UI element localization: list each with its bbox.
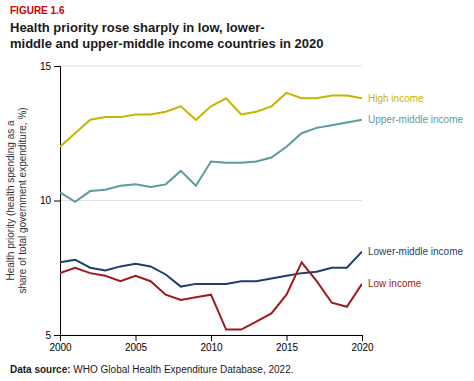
tick-mark bbox=[136, 335, 137, 341]
series-label: Upper-middle income bbox=[368, 114, 463, 125]
series-label: High income bbox=[368, 93, 424, 104]
tick-label: 2015 bbox=[276, 342, 299, 353]
axis-domain bbox=[61, 336, 363, 342]
y-axis-label-line: share of total government expenditure, %… bbox=[17, 107, 28, 293]
line bbox=[60, 262, 362, 329]
tick-mark bbox=[54, 66, 60, 67]
tick: 2000 bbox=[49, 335, 72, 353]
chart: FIGURE 1.6 Health priority rose sharply i… bbox=[0, 0, 474, 381]
line bbox=[60, 120, 362, 202]
tick-label: 15 bbox=[40, 61, 52, 72]
title-line: middle and upper-middle income countries… bbox=[10, 36, 324, 51]
grid bbox=[60, 66, 362, 335]
tick: 10 bbox=[40, 195, 60, 206]
source: Data source: WHO Global Health Expenditu… bbox=[10, 364, 293, 375]
tick: 2005 bbox=[125, 335, 148, 353]
axis-domain bbox=[54, 67, 61, 336]
source-rest: WHO Global Health Expenditure Database, … bbox=[71, 364, 294, 375]
tick: 2015 bbox=[276, 335, 299, 353]
plot: 2000 2005 2010 2015 2020 5 10 15 High income Uppe… bbox=[40, 61, 464, 353]
y-axis-label-line: Health priority (health spending as a bbox=[5, 120, 16, 281]
line bbox=[60, 93, 362, 147]
tick-label: 2020 bbox=[351, 342, 374, 353]
tick: 5 bbox=[45, 330, 60, 341]
series-label: Lower-middle income bbox=[368, 246, 463, 257]
tick-label: 2000 bbox=[49, 342, 72, 353]
grid-line bbox=[60, 200, 362, 201]
tick-mark bbox=[362, 335, 363, 341]
tick-mark bbox=[211, 335, 212, 341]
tick: 15 bbox=[40, 61, 60, 72]
figure-label: FIGURE 1.6 bbox=[10, 5, 65, 16]
x-axis: 2000 2005 2010 2015 2020 bbox=[49, 335, 374, 353]
tick-label: 10 bbox=[40, 195, 52, 206]
title-line: Health priority rose sharply in low, low… bbox=[10, 20, 265, 35]
tick: 2010 bbox=[200, 335, 223, 353]
title: Health priority rose sharply in low, low… bbox=[10, 20, 324, 51]
tick-label: 2010 bbox=[200, 342, 223, 353]
y-axis-label: Health priority (health spending as asha… bbox=[5, 107, 28, 293]
tick-label: 2005 bbox=[125, 342, 148, 353]
tick: 2020 bbox=[351, 335, 374, 353]
y-axis: 5 10 15 bbox=[40, 61, 61, 341]
tick-mark bbox=[287, 335, 288, 341]
tick-mark bbox=[54, 335, 60, 336]
series-label: Low income bbox=[368, 278, 422, 289]
grid-line bbox=[60, 66, 362, 67]
source-bold: Data source: bbox=[10, 364, 71, 375]
tick-label: 5 bbox=[45, 330, 51, 341]
series-labels: High income Upper-middle income Lower-midd… bbox=[368, 93, 463, 290]
lines bbox=[60, 93, 362, 330]
tick-mark bbox=[54, 201, 60, 202]
